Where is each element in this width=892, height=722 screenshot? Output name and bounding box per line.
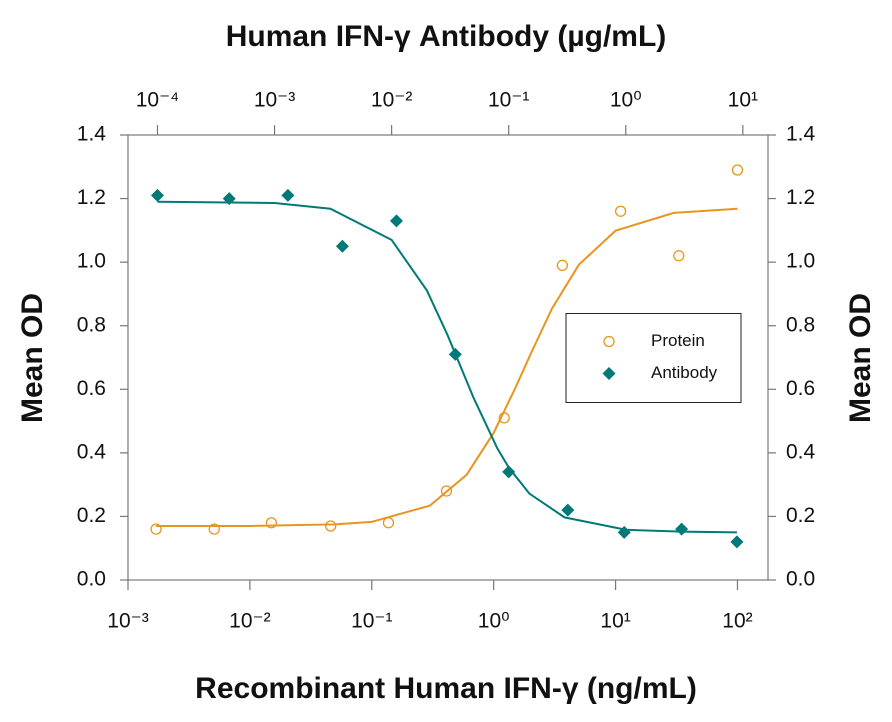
legend-label: Antibody	[651, 363, 718, 382]
x2-tick-label: 10⁻⁴	[136, 89, 179, 112]
x-tick-label: 10⁻²	[229, 610, 270, 633]
y-tick-label: 0.4	[77, 440, 107, 463]
legend-marker	[603, 335, 615, 348]
x-tick-label: 10¹	[600, 610, 630, 633]
point	[389, 214, 403, 228]
point	[561, 503, 575, 517]
fit-curve	[157, 200, 737, 534]
x-tick-label: 10⁻³	[107, 610, 148, 633]
point	[731, 164, 744, 176]
y2-tick-label: 0.2	[786, 504, 815, 527]
point	[208, 523, 220, 535]
point	[281, 188, 295, 202]
x2-tick-label: 10⁻¹	[488, 89, 529, 112]
y-axis-title: Mean OD	[16, 293, 49, 423]
y-tick-label: 1.2	[77, 186, 106, 209]
fit-curve	[156, 207, 738, 527]
y2-tick-label: 1.4	[786, 123, 816, 146]
legend-label: Protein	[651, 331, 705, 350]
point	[382, 517, 395, 529]
legend-marker	[602, 367, 616, 380]
plot-frame	[127, 134, 769, 581]
y-tick-label: 0.8	[77, 313, 106, 336]
point	[448, 347, 462, 361]
point	[675, 522, 689, 536]
point	[150, 188, 164, 202]
point	[440, 485, 453, 497]
x2-tick-label: 10⁻²	[371, 89, 412, 112]
point	[498, 412, 510, 424]
y-tick-label: 0.6	[77, 377, 106, 400]
y2-tick-label: 0.4	[786, 440, 816, 463]
point	[265, 517, 278, 529]
point	[335, 239, 349, 253]
x-axis-title: Recombinant Human IFN-γ (ng/mL)	[195, 672, 697, 705]
y2-tick-label: 0.6	[786, 377, 815, 400]
y-tick-label: 0.0	[77, 568, 106, 591]
point	[614, 205, 627, 217]
point	[325, 520, 337, 532]
x-tick-label: 10²	[722, 610, 752, 633]
point	[730, 535, 744, 549]
chart-title: Human IFN-γ Antibody (µg/mL)	[226, 20, 667, 53]
point	[673, 250, 685, 262]
point	[556, 259, 569, 271]
point	[222, 192, 236, 206]
y-tick-label: 0.2	[77, 504, 106, 527]
y2-axis-title: Mean OD	[844, 293, 877, 423]
point	[150, 523, 162, 535]
point	[617, 525, 631, 539]
y2-tick-label: 1.2	[786, 186, 815, 209]
x2-tick-label: 10⁰	[610, 89, 642, 112]
x2-tick-label: 10¹	[728, 89, 758, 112]
y-tick-label: 1.0	[77, 250, 106, 273]
x-tick-label: 10⁻¹	[351, 610, 392, 633]
y2-tick-label: 0.8	[786, 313, 815, 336]
point	[502, 465, 516, 479]
y-tick-label: 1.4	[77, 123, 107, 146]
y2-tick-label: 1.0	[786, 250, 815, 273]
y2-tick-label: 0.0	[786, 568, 815, 591]
legend-box	[565, 313, 742, 403]
x-tick-label: 10⁰	[478, 610, 510, 633]
x2-tick-label: 10⁻³	[254, 89, 295, 112]
